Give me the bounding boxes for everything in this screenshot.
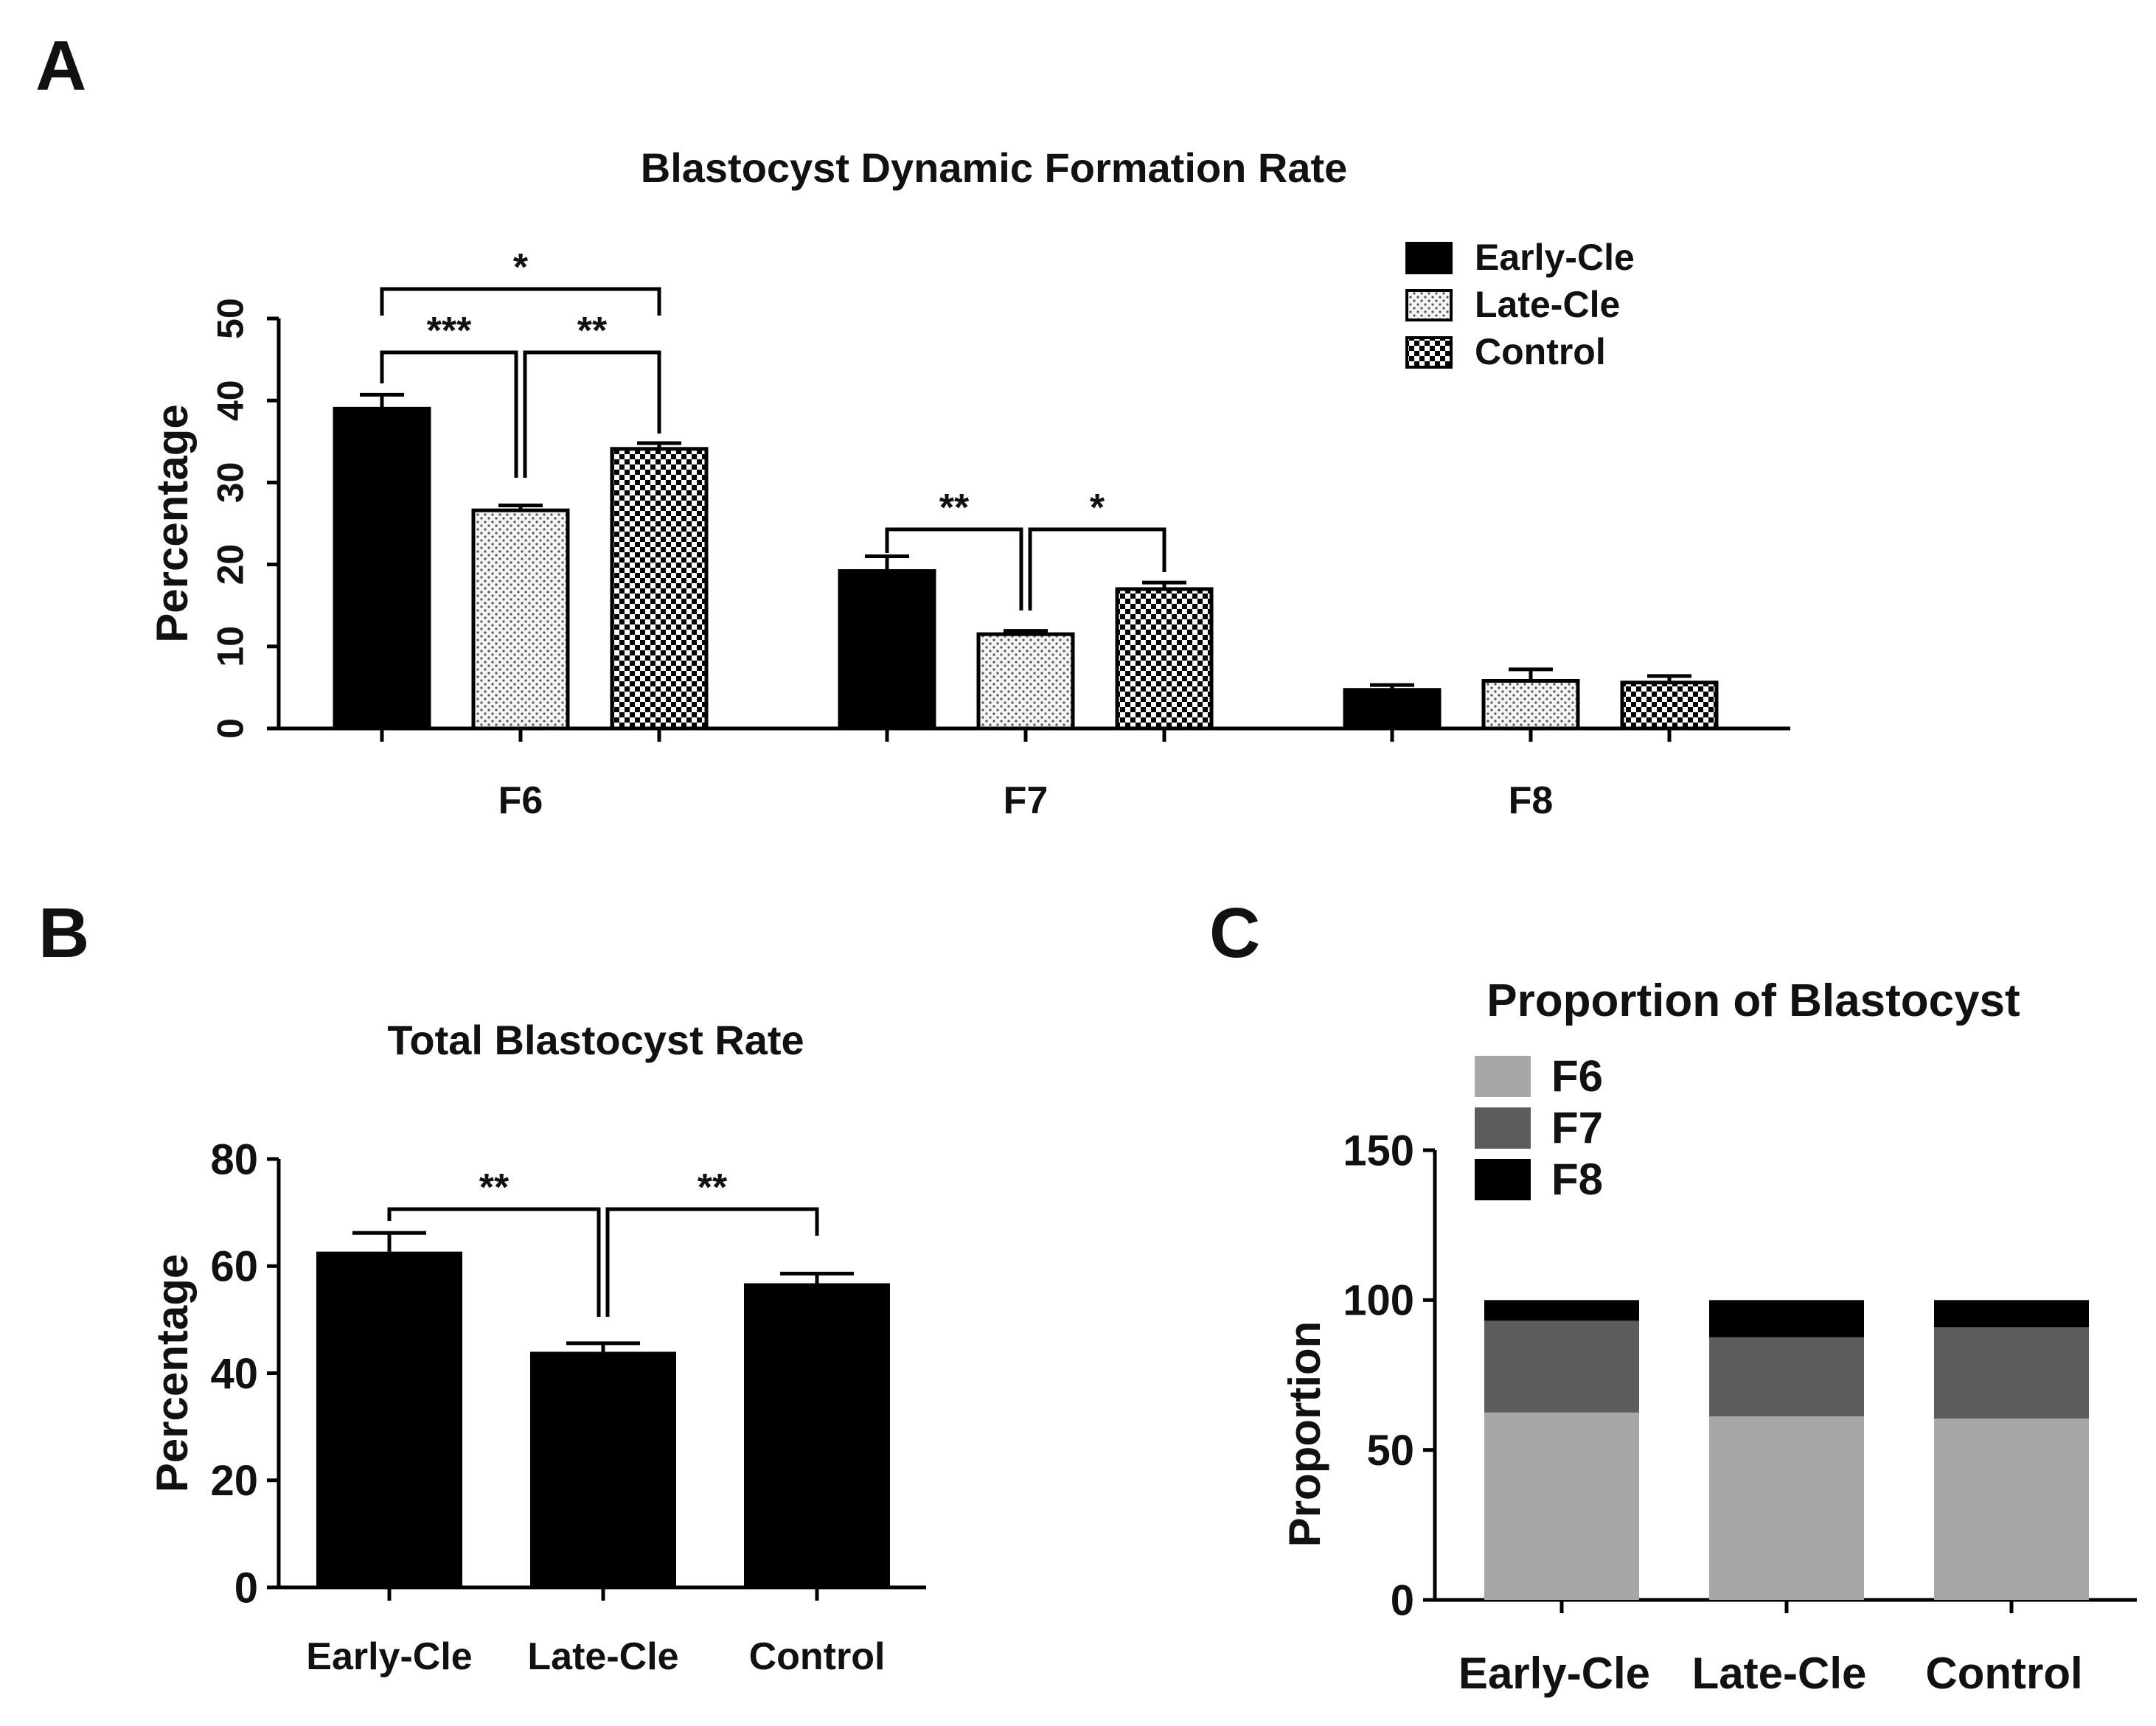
x-tick-label: Late-Cle <box>527 1635 678 1678</box>
x-tick-label: Late-Cle <box>1692 1649 1867 1698</box>
legend-label: F7 <box>1551 1103 1603 1152</box>
chart-c: Proportion of Blastocyst Proportion 0 50 100… <box>1280 975 2137 1698</box>
y-tick-label: 50 <box>210 298 251 339</box>
y-tick-label: 10 <box>210 626 251 667</box>
chart-title: Total Blastocyst Rate <box>387 1017 804 1063</box>
y-tick-label: 20 <box>210 1457 258 1505</box>
significance-bracket <box>380 350 518 478</box>
legend-label: F8 <box>1551 1155 1603 1204</box>
y-axis-label: Percentage <box>147 404 197 643</box>
y-tick-label: 40 <box>210 1350 258 1398</box>
significance-bracket <box>885 527 1023 610</box>
chart-b: Total Blastocyst Rate Percentage 0 20 40 60 80… <box>147 1017 926 1678</box>
x-tick-label: Early-Cle <box>1458 1649 1650 1698</box>
significance-label: * <box>513 246 529 289</box>
bar <box>333 406 431 731</box>
stacked-bar-segment <box>1934 1300 2089 1328</box>
y-tick-label: 150 <box>1343 1127 1414 1175</box>
y-tick-label: 0 <box>1391 1576 1414 1624</box>
bar <box>1620 681 1719 731</box>
panel-label-c: C <box>1209 894 1260 972</box>
significance-label: ** <box>939 487 970 529</box>
bar <box>530 1351 676 1587</box>
y-tick-label: 60 <box>210 1243 258 1291</box>
significance-label: ** <box>577 310 608 352</box>
stacked-bar-segment <box>1709 1416 1864 1600</box>
y-tick-label: 100 <box>1343 1277 1414 1325</box>
stacked-bar-segment <box>1934 1327 2089 1419</box>
stacked-bar-segment <box>1709 1300 1864 1337</box>
bar <box>471 508 570 731</box>
chart-a: Blastocyst Dynamic Formation Rate Percent… <box>147 145 1790 822</box>
bar <box>316 1251 462 1587</box>
bar <box>610 447 709 731</box>
x-tick-label: Control <box>1925 1649 2082 1698</box>
legend-label: F6 <box>1551 1051 1603 1101</box>
significance-label: ** <box>698 1166 728 1209</box>
y-tick-label: 0 <box>234 1564 258 1612</box>
bar <box>838 568 936 731</box>
significance-label: *** <box>427 310 472 352</box>
legend-swatch <box>1405 336 1453 369</box>
significance-bracket <box>380 287 661 316</box>
x-tick-label: Control <box>749 1635 886 1678</box>
significance-label: ** <box>479 1166 510 1209</box>
panel-label-b: B <box>38 894 89 972</box>
legend-swatch <box>1475 1107 1531 1149</box>
y-tick-label: 0 <box>210 718 251 739</box>
y-tick-label: 30 <box>210 462 251 504</box>
legend-label: Late-Cle <box>1475 284 1620 325</box>
x-tick-label: F7 <box>1004 779 1049 822</box>
significance-bracket <box>387 1207 601 1317</box>
y-tick-label: 80 <box>210 1135 258 1183</box>
x-tick-label: Early-Cle <box>306 1635 472 1678</box>
y-tick-label: 40 <box>210 380 251 421</box>
bar <box>1481 679 1580 731</box>
legend-swatch <box>1475 1159 1531 1200</box>
stacked-bar-segment <box>1484 1320 1639 1413</box>
panel-label-a: A <box>35 27 86 105</box>
stacked-bar-segment <box>1709 1337 1864 1417</box>
significance-bracket <box>605 1207 819 1317</box>
legend-swatch <box>1475 1056 1531 1097</box>
bar <box>1343 688 1442 731</box>
y-tick-label: 20 <box>210 544 251 585</box>
x-tick-label: F6 <box>498 779 543 822</box>
y-tick-label: 50 <box>1366 1427 1414 1475</box>
significance-bracket <box>1028 527 1166 610</box>
legend-swatch <box>1405 242 1453 274</box>
significance-label: * <box>1090 487 1105 529</box>
chart-title: Blastocyst Dynamic Formation Rate <box>641 145 1347 191</box>
bar <box>1115 587 1214 731</box>
stacked-bar-segment <box>1934 1418 2089 1600</box>
legend-label: Control <box>1475 331 1606 372</box>
chart-title: Proportion of Blastocyst <box>1486 975 2020 1026</box>
legend-swatch <box>1405 289 1453 321</box>
y-axis-label: Proportion <box>1280 1321 1329 1548</box>
x-tick-label: F8 <box>1509 779 1554 822</box>
bar <box>744 1283 890 1587</box>
stacked-bar-segment <box>1484 1412 1639 1600</box>
bar <box>976 632 1075 731</box>
y-axis-label: Percentage <box>147 1254 197 1493</box>
significance-bracket <box>523 350 661 478</box>
legend-label: Early-Cle <box>1475 237 1635 278</box>
stacked-bar-segment <box>1484 1300 1639 1321</box>
